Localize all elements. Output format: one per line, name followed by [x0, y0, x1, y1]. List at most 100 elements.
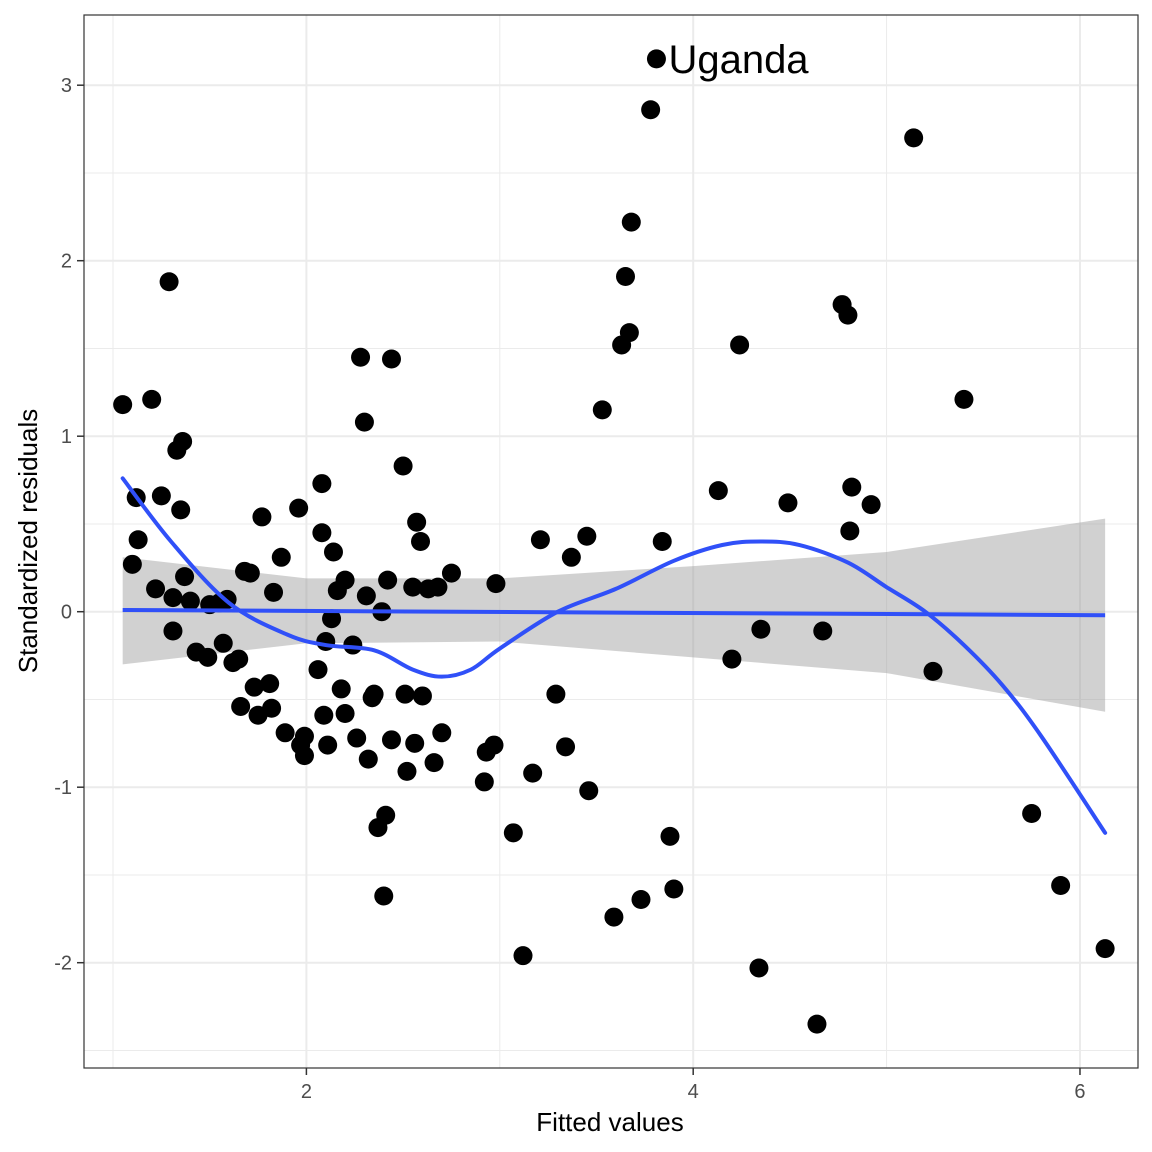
- data-point: [316, 632, 336, 652]
- data-point: [484, 735, 504, 755]
- data-point: [397, 761, 417, 781]
- data-point: [474, 772, 494, 792]
- x-axis-ticks: 2 4 6: [301, 1068, 1086, 1103]
- data-point: [308, 660, 328, 680]
- data-point: [262, 698, 282, 718]
- data-point: [486, 574, 506, 594]
- data-point: [122, 554, 142, 574]
- data-point: [412, 686, 432, 706]
- data-point: [838, 305, 858, 325]
- data-point: [424, 753, 444, 773]
- data-point: [358, 749, 378, 769]
- data-point: [271, 547, 291, 567]
- data-point: [244, 677, 264, 697]
- loess-smooth-line: [120, 476, 1108, 835]
- data-point: [641, 100, 661, 120]
- fit-lines-layer: [120, 476, 1108, 835]
- data-point: [861, 495, 881, 515]
- data-point: [364, 684, 384, 704]
- data-point: [660, 826, 680, 846]
- data-point: [175, 567, 195, 587]
- data-point: [530, 530, 550, 550]
- data-point: [722, 649, 742, 669]
- data-point: [441, 563, 461, 583]
- linear-fit-line: [122, 607, 1106, 618]
- data-point: [314, 705, 334, 725]
- data-point: [403, 577, 423, 597]
- y-axis-ticks: -2 -1 0 1 2 3: [54, 75, 84, 975]
- data-point: [322, 609, 342, 629]
- data-point: [619, 323, 639, 343]
- data-point: [213, 633, 233, 653]
- data-point: [171, 500, 191, 520]
- data-point: [954, 389, 974, 409]
- data-point: [503, 823, 523, 843]
- data-point: [646, 49, 666, 69]
- data-point: [376, 805, 396, 825]
- data-point: [842, 477, 862, 497]
- data-point: [356, 586, 376, 606]
- data-point: [1022, 804, 1042, 824]
- data-point: [381, 730, 401, 750]
- data-point: [113, 395, 133, 415]
- data-point: [163, 621, 183, 641]
- data-point: [546, 684, 566, 704]
- data-point: [556, 737, 576, 757]
- data-point: [354, 412, 374, 432]
- data-point: [163, 588, 183, 608]
- data-point: [252, 507, 272, 527]
- y-axis-title: Standardized residuals: [13, 409, 43, 674]
- y-tick-label: -2: [54, 953, 72, 975]
- data-point: [151, 486, 171, 506]
- y-tick-label: 3: [61, 75, 72, 97]
- points-layer: [113, 49, 1115, 1034]
- data-point: [294, 726, 314, 746]
- data-point: [335, 570, 355, 590]
- data-point: [180, 591, 200, 611]
- minor-gridlines: [84, 15, 1138, 1068]
- data-point: [260, 674, 280, 694]
- data-point: [592, 400, 612, 420]
- data-point: [347, 728, 367, 748]
- y-tick-label: 0: [61, 602, 72, 624]
- data-point: [751, 619, 771, 639]
- data-point: [405, 733, 425, 753]
- data-point: [381, 349, 401, 369]
- point-label: Uganda: [668, 38, 809, 82]
- data-point: [407, 512, 427, 532]
- annotation-layer: Uganda: [668, 38, 809, 82]
- data-point: [318, 735, 338, 755]
- data-point: [159, 272, 179, 292]
- data-point: [561, 547, 581, 567]
- data-point: [904, 128, 924, 148]
- x-tick-label: 2: [301, 1081, 312, 1103]
- data-point: [616, 266, 636, 286]
- x-tick-label: 6: [1074, 1081, 1085, 1103]
- y-tick-label: -1: [54, 777, 72, 799]
- data-point: [1095, 939, 1115, 959]
- data-point: [395, 684, 415, 704]
- data-point: [730, 335, 750, 355]
- data-point: [428, 577, 448, 597]
- data-point: [142, 389, 162, 409]
- data-point: [432, 723, 452, 743]
- data-point: [621, 212, 641, 232]
- data-point: [523, 763, 543, 783]
- data-point: [708, 481, 728, 501]
- data-point: [312, 474, 332, 494]
- data-point: [294, 746, 314, 766]
- data-point: [229, 649, 249, 669]
- data-point: [312, 523, 332, 543]
- data-point: [231, 696, 251, 716]
- data-point: [513, 946, 533, 966]
- data-point: [652, 532, 672, 551]
- data-point: [128, 530, 148, 550]
- data-point: [343, 635, 363, 655]
- data-point: [749, 958, 769, 978]
- data-point: [840, 521, 860, 541]
- y-tick-label: 1: [61, 426, 72, 448]
- data-point: [778, 493, 798, 513]
- data-point: [1051, 875, 1071, 895]
- data-point: [807, 1014, 827, 1034]
